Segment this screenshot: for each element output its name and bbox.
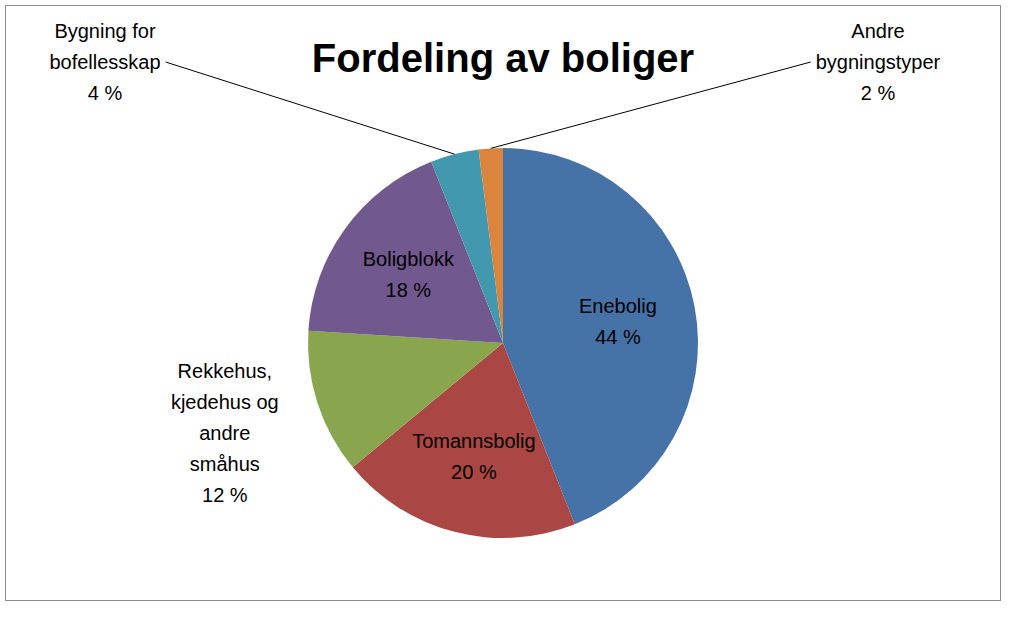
data-label-line: 2 % xyxy=(861,82,896,104)
data-label-line: kjedehus og xyxy=(171,391,279,413)
data-label: Enebolig 44 % xyxy=(579,295,657,348)
data-label: Bygning for bofellesskap 4 % xyxy=(49,20,160,104)
data-label-line: 20 % xyxy=(451,461,497,483)
data-labels: Enebolig 44 % Tomannsbolig 20 % Rekkehus, kje… xyxy=(49,20,940,506)
data-label: Rekkehus, kjedehus og andre småhus 12 % xyxy=(171,360,279,506)
data-label-line: Tomannsbolig xyxy=(412,430,535,452)
chart: Fordeling av boliger Enebolig 44 % Tomannsb… xyxy=(0,0,1023,637)
data-label-line: bofellesskap xyxy=(49,51,160,73)
data-label-line: andre xyxy=(199,422,250,444)
leader-line xyxy=(491,62,811,148)
data-label-line: 12 % xyxy=(202,484,248,506)
data-label: Tomannsbolig 20 % xyxy=(412,430,535,483)
data-label-line: 44 % xyxy=(595,326,641,348)
data-label-line: bygningstyper xyxy=(816,51,941,73)
data-label-line: Andre xyxy=(851,20,904,42)
data-label-line: Bygning for xyxy=(54,20,156,42)
chart-title: Fordeling av boliger xyxy=(312,36,694,80)
data-label-line: 4 % xyxy=(88,82,123,104)
data-label: Boligblokk 18 % xyxy=(363,248,455,301)
data-label-line: småhus xyxy=(190,453,260,475)
data-label: Andre bygningstyper 2 % xyxy=(816,20,941,104)
leader-line xyxy=(166,62,455,154)
data-label-line: 18 % xyxy=(386,279,432,301)
chart-frame xyxy=(6,6,1001,601)
data-label-line: Rekkehus, xyxy=(178,360,273,382)
pie-slice xyxy=(479,148,503,343)
data-label-line: Enebolig xyxy=(579,295,657,317)
data-label-line: Boligblokk xyxy=(363,248,455,270)
pie xyxy=(308,148,698,538)
